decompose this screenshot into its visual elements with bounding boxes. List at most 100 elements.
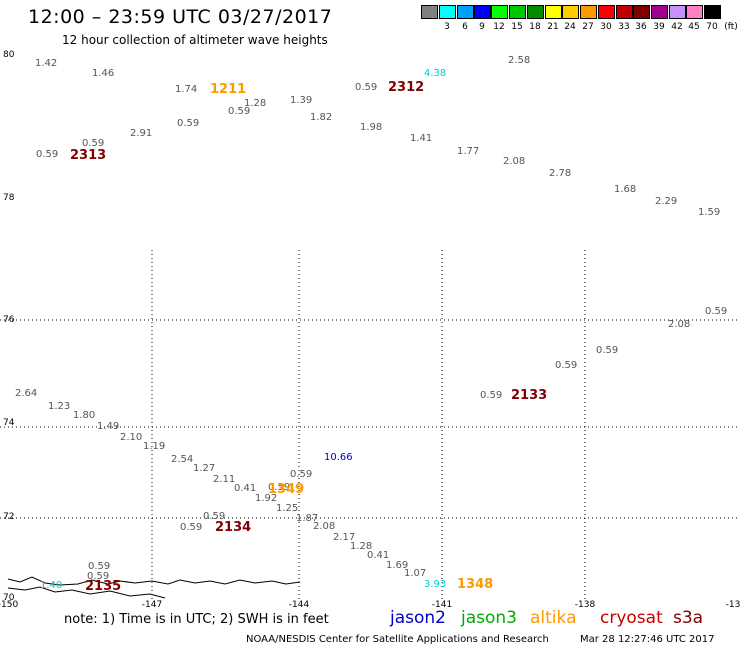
wave-height-label: 1.49 (97, 421, 120, 432)
latitude-tick-label: 72 (3, 512, 15, 522)
scale-swatch (527, 5, 544, 19)
scale-value-label: 36 (635, 22, 647, 32)
wave-height-label: 1.46 (92, 68, 115, 79)
footer-note: note: 1) Time is in UTC; 2) SWH is in fe… (64, 612, 329, 627)
wave-height-label: 1.98 (360, 122, 383, 133)
latitude-tick-label: 78 (3, 193, 15, 203)
scale-swatch (491, 5, 508, 19)
wave-height-label: 1.74 (175, 84, 198, 95)
scale-value-label: 24 (564, 22, 576, 32)
legend-item-jason2: jason2 (390, 608, 446, 628)
wave-height-label: 0.59 (87, 571, 110, 582)
wave-height-label: 0.59 (36, 149, 59, 160)
scale-swatch (669, 5, 686, 19)
scale-value-label: 9 (479, 22, 485, 32)
wave-height-label: 1.82 (310, 112, 333, 123)
pass-time-label: 2313 (70, 148, 107, 163)
scale-value-label: 39 (653, 22, 665, 32)
wave-height-label: 0.59 (290, 469, 313, 480)
wave-height-label: 0.59 (177, 118, 200, 129)
pass-time-label: 2134 (215, 520, 252, 535)
scale-swatch (598, 5, 615, 19)
scale-unit-label: (ft) (724, 22, 738, 32)
wave-height-label: 2.78 (549, 168, 572, 179)
scale-swatch (421, 5, 438, 19)
map-subtitle: 12 hour collection of altimeter wave hei… (62, 33, 328, 47)
pass-time-label: 2133 (511, 388, 548, 403)
scale-swatch (651, 5, 668, 19)
wave-height-label: 1.27 (193, 463, 216, 474)
scale-swatch (616, 5, 633, 19)
wave-height-label: 10.66 (324, 452, 353, 463)
scale-swatch (457, 5, 474, 19)
scale-value-label: 33 (618, 22, 630, 32)
wave-height-label: 1.92 (255, 493, 278, 504)
wave-height-label: 1.42 (35, 58, 58, 69)
wave-height-label: 0.59 (82, 138, 105, 149)
wave-height-label: 2.64 (15, 388, 38, 399)
scale-value-label: 15 (511, 22, 523, 32)
scale-swatch (580, 5, 597, 19)
wave-height-label: 2.54 (171, 454, 194, 465)
scale-swatch (562, 5, 579, 19)
wave-height-label: 1.07 (404, 568, 427, 579)
wave-height-label: 0.59 (88, 561, 111, 572)
wave-height-label: 2.08 (668, 319, 691, 330)
wave-height-label: 4.38 (424, 68, 447, 79)
wave-height-label: 1.39 (290, 95, 313, 106)
wave-height-label: 1.77 (457, 146, 480, 157)
longitude-tick-label: -138 (574, 600, 596, 610)
map-title: 12:00 – 23:59 UTC 03/27/2017 (28, 6, 333, 28)
longitude-tick-label: -147 (141, 600, 163, 610)
wave-height-label: 1.68 (614, 184, 637, 195)
wave-height-label: 1.19 (143, 441, 166, 452)
wave-height-label: 2.11 (213, 474, 236, 485)
wave-height-label: 0.41 (367, 550, 390, 561)
wave-height-label: 1.28 (244, 98, 267, 109)
scale-value-label: 3 (444, 22, 450, 32)
wave-height-label: 1.80 (73, 410, 96, 421)
scale-swatch (633, 5, 650, 19)
scale-value-label: 42 (671, 22, 683, 32)
scale-swatch (509, 5, 526, 19)
wave-height-label: 0.59 (596, 345, 619, 356)
latitude-tick-label: 70 (3, 593, 15, 603)
scale-value-label: 45 (688, 22, 700, 32)
longitude-tick-label: -150 (0, 600, 19, 610)
wave-height-label: 2.08 (503, 156, 526, 167)
wave-height-label: 1.28 (350, 541, 373, 552)
pass-time-label: 2135 (85, 579, 122, 594)
longitude-tick-label: -13 (725, 600, 740, 610)
legend-item-altika: altika (530, 608, 577, 628)
pass-time-label: 1348 (457, 577, 494, 592)
latitude-tick-label: 74 (3, 418, 15, 428)
wave-height-label: 0.41 (234, 483, 257, 494)
wave-height-label: 3.93 (424, 579, 447, 590)
scale-swatch (474, 5, 491, 19)
wave-height-label: 1.59 (698, 207, 721, 218)
wave-height-label: 1.23 (48, 401, 71, 412)
legend-item-jason3: jason3 (461, 608, 517, 628)
wave-height-label: 0.59 (355, 82, 378, 93)
latitude-tick-label: 80 (3, 50, 15, 60)
scale-value-label: 21 (547, 22, 559, 32)
scale-swatch (704, 5, 721, 19)
generated-timestamp: Mar 28 12:27:46 UTC 2017 (580, 634, 715, 645)
wave-height-label: 1.41 (410, 133, 433, 144)
wave-height-label: 0.59 (480, 390, 503, 401)
wave-height-label: 0.59 (203, 511, 226, 522)
wave-height-label: 1.40 (40, 580, 63, 591)
wave-height-label: 2.58 (508, 55, 531, 66)
grid-lines (0, 250, 740, 600)
coastline (7, 576, 301, 599)
pass-time-label: 1349 (268, 482, 305, 497)
wave-height-label: 2.91 (130, 128, 153, 139)
wave-height-label: 2.17 (333, 532, 356, 543)
pass-time-label: 1211 (210, 82, 247, 97)
wave-height-label: 2.29 (655, 196, 678, 207)
wave-height-label: 0.59 (228, 106, 251, 117)
scale-value-label: 70 (706, 22, 718, 32)
scale-value-label: 30 (600, 22, 612, 32)
legend-item-s3a: s3a (673, 608, 704, 628)
